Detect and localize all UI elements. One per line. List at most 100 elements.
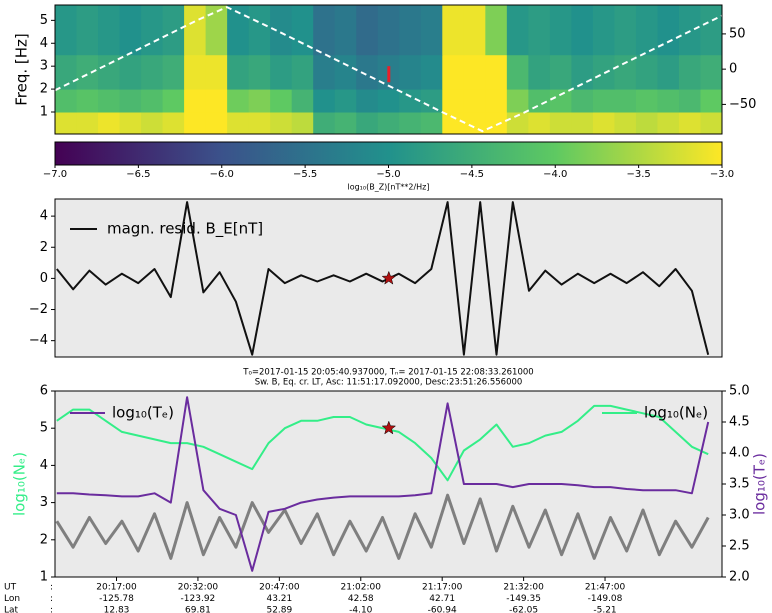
legend-label: log₁₀(Nₑ) <box>644 404 708 422</box>
spectrogram-cell <box>313 112 335 134</box>
x-tick-label: 21:02:00 <box>341 583 382 593</box>
spectrogram-cell <box>421 112 443 134</box>
spectrogram-cell <box>120 112 142 134</box>
y-tick-label: 3 <box>40 59 48 74</box>
colorbar-tick-label: −3.5 <box>626 169 650 180</box>
spectrogram-cell <box>270 112 292 134</box>
colorbar-tick-label: −4.0 <box>543 169 567 180</box>
y-tick-label: −4 <box>29 333 48 348</box>
spectrogram-cell <box>292 55 314 90</box>
spectrogram-cell <box>184 89 206 112</box>
figure: 12345−50050Freq. [Hz]−7.0−6.5−6.0−5.5−5.… <box>0 0 772 613</box>
spectrogram-cell <box>442 5 464 55</box>
y2-tick-label: 4.5 <box>729 415 750 430</box>
y-tick-label: 1 <box>40 570 48 585</box>
spectrogram-cell <box>184 112 206 134</box>
colorbar-tick-label: −5.0 <box>376 169 400 180</box>
spectrogram-cell <box>679 5 701 55</box>
spectrogram-cell <box>399 112 421 134</box>
spectrogram-cell <box>464 5 486 55</box>
spectrogram-cell <box>507 55 529 90</box>
y2-tick-label: 5.0 <box>729 384 750 399</box>
spectrogram-cell <box>593 55 615 90</box>
y-tick-label: −2 <box>29 302 48 317</box>
y2-tick-label: 3.0 <box>729 508 750 523</box>
table-separator: : <box>50 606 53 613</box>
spectrogram-cell <box>614 112 636 134</box>
spectrogram-cell <box>356 5 378 55</box>
spectrogram-cell <box>657 55 679 90</box>
table-cell: -60.94 <box>428 606 457 613</box>
y2-tick-label: −50 <box>729 97 756 112</box>
colorbar-tick-label: −7.0 <box>43 169 67 180</box>
spectrogram-cell <box>442 89 464 112</box>
spectrogram-cell <box>464 55 486 90</box>
y-tick-label: 2 <box>40 82 48 97</box>
y2-tick-label: 4.0 <box>729 446 750 461</box>
x-tick-label: 21:32:00 <box>503 583 544 593</box>
table-cell: 42.71 <box>429 594 455 604</box>
y-tick-label: 4 <box>40 209 48 224</box>
spectrogram-cell <box>421 5 443 55</box>
spectrogram-cell <box>313 55 335 90</box>
table-cell: -123.92 <box>181 594 216 604</box>
spectrogram-cell <box>120 5 142 55</box>
spectrogram-cell <box>270 55 292 90</box>
y2-tick-label: 50 <box>729 26 746 41</box>
spectrogram-cell <box>270 89 292 112</box>
table-cell: 12.83 <box>104 606 130 613</box>
y2-tick-label: 0 <box>729 62 737 77</box>
spectrogram-cell <box>700 89 722 112</box>
x-tick-label: 20:17:00 <box>96 583 137 593</box>
spectrogram-cell <box>141 112 163 134</box>
x-tick-label: 20:47:00 <box>259 583 300 593</box>
spectrogram-cell <box>636 89 658 112</box>
table-cell: -149.35 <box>506 594 541 604</box>
y2-tick-label: 2.5 <box>729 539 750 554</box>
spectrogram-cell <box>700 112 722 134</box>
spectrogram-cell <box>249 112 271 134</box>
spectrogram-cell <box>679 55 701 90</box>
colorbar-tick-label: −4.5 <box>460 169 484 180</box>
spectrogram-cell <box>378 112 400 134</box>
spectrogram-cell <box>98 55 120 90</box>
spectrogram-cell <box>292 89 314 112</box>
table-cell: -4.10 <box>349 606 373 613</box>
spectrogram-cell <box>421 55 443 90</box>
spectrogram-cell <box>485 55 507 90</box>
table-separator: : <box>50 583 53 593</box>
table-cell: 42.58 <box>348 594 374 604</box>
y2-axis-label: log₁₀(Tₑ) <box>751 453 769 515</box>
spectrogram-cell <box>657 89 679 112</box>
spectrogram-cell <box>313 5 335 55</box>
y-tick-label: 5 <box>40 13 48 28</box>
spectrogram-cell <box>528 89 550 112</box>
spectrogram-cell <box>614 5 636 55</box>
spectrogram-cell <box>163 89 185 112</box>
spectrogram-cell <box>464 89 486 112</box>
y-tick-label: 4 <box>40 36 48 51</box>
spectrogram-cell <box>399 55 421 90</box>
spectrogram-cell <box>593 89 615 112</box>
spectrogram-cell <box>335 5 357 55</box>
spectrogram-cell <box>550 112 572 134</box>
spectrogram-cell <box>335 89 357 112</box>
spectrogram-cell <box>528 5 550 55</box>
y-axis-label: Freq. [Hz] <box>13 33 31 106</box>
spectrogram-cell <box>356 89 378 112</box>
y-tick-label: 0 <box>40 271 48 286</box>
spectrogram-cell <box>163 112 185 134</box>
table-cell: -5.21 <box>593 606 616 613</box>
chart-title: T₀=2017-01-15 20:05:40.937000, Tₙ= 2017-… <box>242 368 533 378</box>
table-cell: 43.21 <box>266 594 292 604</box>
table-row-label: UT <box>4 583 17 593</box>
spectrogram-cell <box>593 112 615 134</box>
colorbar-tick-label: −6.0 <box>210 169 234 180</box>
spectrogram-cell <box>141 5 163 55</box>
spectrogram-cell <box>98 89 120 112</box>
y-tick-label: 2 <box>40 240 48 255</box>
spectrogram-cell <box>378 89 400 112</box>
spectrogram-cell <box>249 5 271 55</box>
table-separator: : <box>50 594 53 604</box>
colorbar <box>55 142 722 165</box>
